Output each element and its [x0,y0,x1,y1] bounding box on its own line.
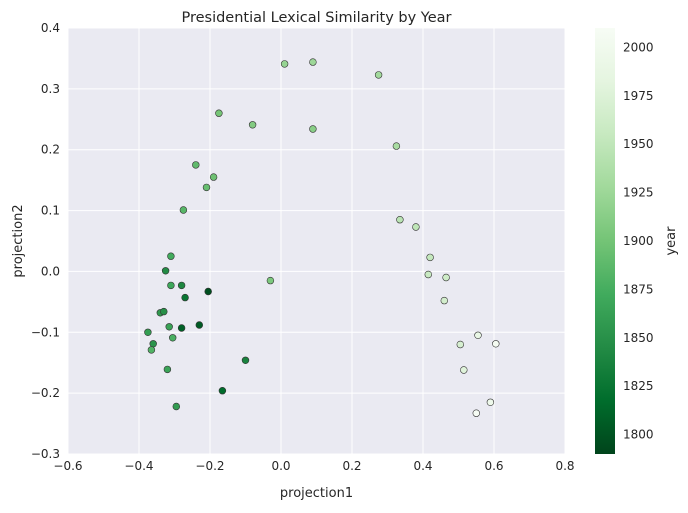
x-tick-label: −0.4 [124,459,153,473]
colorbar-tick-label: 1900 [623,234,654,248]
scatter-point [202,183,211,192]
y-tick-label: 0.2 [41,143,60,157]
colorbar [595,28,615,454]
scatter-point [241,356,250,364]
scatter-point [472,409,480,417]
scatter-point [486,398,495,406]
x-tick-label: −0.2 [195,459,224,473]
y-tick-label: 0.3 [41,82,60,96]
scatter-point [248,121,257,129]
y-tick-label: −0.2 [31,386,60,400]
scatter-point [160,307,168,316]
scatter-point [209,173,218,181]
scatter-point [147,346,156,354]
colorbar-tick-label: 1800 [623,428,654,442]
x-axis-label: projection1 [280,486,353,501]
colorbar-tick-label: 1925 [623,186,654,200]
colorbar-tick-labels: 1800 1825 1850 1875 1900 1925 1950 1975 2000 [623,40,654,441]
scatter-point [172,402,181,411]
scatter-point [169,334,177,342]
scatter-point [218,387,227,395]
chart-title: Presidential Lexical Similarity by Year [181,10,451,26]
scatter-point [492,340,500,348]
scatter-point [161,267,170,275]
scatter-point [460,366,468,374]
y-tick-label: 0.1 [41,204,60,218]
scatter-point [195,321,204,329]
colorbar-tick-label: 2000 [623,40,654,54]
y-tick-label: 0.0 [41,264,60,278]
scatter-point [280,60,289,68]
scatter-point [374,71,383,79]
x-tick-labels: −0.6 −0.4 −0.2 0.0 0.2 0.4 0.6 0.8 [53,459,574,473]
plot-background [68,28,565,454]
colorbar-tick-label: 1875 [623,282,654,296]
scatter-point [181,293,189,302]
colorbar-tick-label: 1975 [623,89,654,103]
scatter-point [426,253,434,262]
scatter-point [163,365,172,374]
y-tick-label: 0.4 [41,21,60,35]
colorbar-label: year [664,226,679,256]
scatter-point [396,216,404,224]
scatter-point [177,324,186,332]
scatter-point [179,206,188,214]
scatter-point [149,340,157,348]
scatter-point [474,331,482,339]
x-tick-label: 0.0 [271,459,290,473]
x-tick-label: −0.6 [53,459,82,473]
scatter-point [177,281,186,290]
scatter-point [144,328,152,336]
scatter-point [192,161,200,169]
x-tick-label: 0.2 [342,459,361,473]
scatter-point [167,252,175,260]
x-tick-label: 0.6 [484,459,503,473]
scatter-points [144,58,500,417]
scatter-point [167,281,175,290]
colorbar-tick-label: 1825 [623,379,654,393]
scatter-point [424,270,432,279]
scatter-point [309,125,317,133]
scatter-point [456,340,464,349]
scatter-point [440,296,448,305]
x-tick-label: 0.8 [555,459,574,473]
scatter-point [165,323,173,331]
scatter-point [412,223,420,231]
colorbar-tick-label: 1950 [623,137,654,151]
scatter-point [215,109,223,117]
scatter-point [442,273,450,282]
scatter-point [204,287,212,296]
y-tick-labels: −0.3 −0.2 −0.1 0.0 0.1 0.2 0.3 0.4 [31,21,60,461]
x-tick-label: 0.4 [413,459,432,473]
y-tick-label: −0.1 [31,325,60,339]
scatter-point [309,58,317,66]
scatter-point [266,276,275,285]
y-axis-label: projection2 [11,204,26,277]
scatter-point [392,142,401,150]
y-tick-label: −0.3 [31,447,60,461]
colorbar-tick-label: 1850 [623,331,654,345]
